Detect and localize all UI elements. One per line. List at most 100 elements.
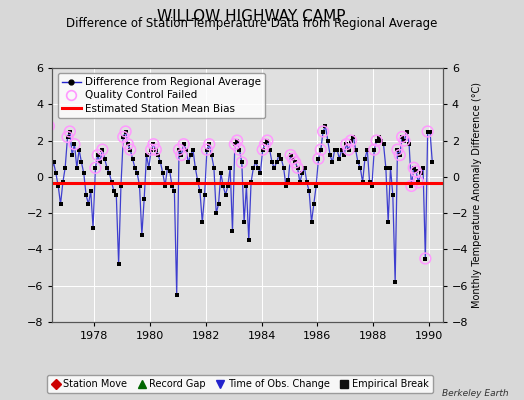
Point (394, 146, 402, 153)
Point (356, 164, 365, 171)
Point (287, 152, 295, 158)
Text: Berkeley Earth: Berkeley Earth (442, 389, 508, 398)
Point (170, 188, 179, 194)
Point (133, 170, 141, 176)
Point (63, 134, 72, 140)
Point (361, 156, 369, 162)
Point (182, 146, 190, 153)
Point (296, 179, 304, 186)
Point (105, 170, 114, 176)
Point (84, 201, 93, 207)
Point (252, 159, 260, 166)
Point (198, 219, 206, 226)
Point (231, 141, 239, 147)
Point (284, 177, 292, 184)
Point (159, 170, 167, 176)
Point (63, 134, 72, 140)
Point (59, 179, 67, 186)
Point (268, 159, 276, 166)
Point (77, 159, 85, 166)
Point (126, 146, 135, 153)
Point (391, 279, 399, 285)
Point (149, 141, 158, 147)
Point (258, 146, 267, 153)
Point (224, 183, 232, 189)
Point (412, 168, 420, 175)
Point (333, 146, 341, 153)
Point (203, 146, 211, 153)
Point (312, 183, 320, 189)
Point (331, 146, 339, 153)
Point (261, 141, 269, 147)
Point (405, 141, 413, 147)
Point (373, 137, 381, 144)
Point (49, 159, 58, 166)
Point (237, 159, 246, 166)
Point (140, 196, 148, 202)
Point (414, 179, 422, 186)
Point (156, 159, 165, 166)
Point (400, 137, 409, 144)
Point (75, 146, 83, 153)
Point (319, 128, 328, 135)
Point (249, 164, 258, 171)
Point (303, 179, 311, 186)
Point (423, 128, 432, 135)
Point (289, 156, 297, 162)
Point (205, 141, 213, 147)
Point (205, 141, 213, 147)
Point (73, 164, 81, 171)
Point (180, 141, 188, 147)
Point (122, 128, 130, 135)
Point (368, 183, 376, 189)
Point (381, 164, 390, 171)
Point (40, 128, 48, 135)
Legend: Difference from Regional Average, Quality Control Failed, Estimated Station Mean: Difference from Regional Average, Qualit… (58, 73, 265, 118)
Point (93, 152, 102, 158)
Point (354, 159, 362, 166)
Point (184, 159, 192, 166)
Point (233, 137, 242, 144)
Point (335, 156, 344, 162)
Text: WILLOW HIGHWAY CAMP: WILLOW HIGHWAY CAMP (157, 9, 346, 24)
Point (45, 123, 53, 129)
Point (323, 137, 332, 144)
Point (316, 146, 325, 153)
Point (344, 146, 353, 153)
Point (233, 137, 242, 144)
Point (375, 134, 383, 140)
Point (352, 146, 360, 153)
Point (389, 192, 397, 198)
Point (240, 219, 248, 226)
Point (289, 156, 297, 162)
Point (291, 159, 299, 166)
Point (135, 183, 144, 189)
Point (149, 141, 158, 147)
Point (342, 141, 351, 147)
Point (57, 201, 65, 207)
Point (82, 192, 90, 198)
Point (417, 170, 425, 176)
Point (237, 159, 246, 166)
Point (270, 164, 278, 171)
Point (168, 183, 176, 189)
Point (147, 146, 155, 153)
Point (210, 164, 218, 171)
Point (423, 128, 432, 135)
Point (421, 255, 430, 262)
Point (70, 141, 79, 147)
Point (175, 146, 183, 153)
Point (231, 141, 239, 147)
Point (172, 292, 181, 298)
Point (124, 141, 132, 147)
Point (45, 123, 53, 129)
Point (226, 164, 234, 171)
Point (298, 170, 307, 176)
Point (68, 152, 77, 158)
Legend: Station Move, Record Gap, Time of Obs. Change, Empirical Break: Station Move, Record Gap, Time of Obs. C… (47, 375, 433, 393)
Point (247, 179, 255, 186)
Point (261, 141, 269, 147)
Point (200, 192, 209, 198)
Point (91, 164, 100, 171)
Point (421, 255, 430, 262)
